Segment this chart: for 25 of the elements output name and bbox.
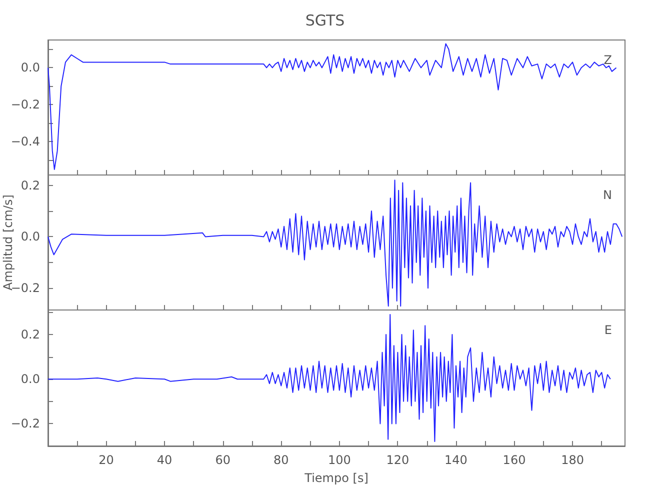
line-series bbox=[48, 180, 623, 307]
y-tick-label: 0.0 bbox=[20, 230, 40, 244]
line-series bbox=[48, 314, 611, 442]
x-tick-label: 120 bbox=[386, 453, 410, 467]
x-tick-label: 160 bbox=[502, 453, 526, 467]
y-tick-label: −0.2 bbox=[10, 416, 40, 431]
annotation: N bbox=[603, 188, 612, 202]
chart-title: SGTS bbox=[305, 12, 345, 30]
annotation: E bbox=[604, 323, 612, 337]
y-tick-label: 0.2 bbox=[20, 178, 40, 192]
y-tick-label: −0.4 bbox=[10, 134, 40, 149]
x-tick-label: 20 bbox=[98, 453, 114, 467]
x-tick-label: 60 bbox=[215, 453, 230, 467]
line-series bbox=[48, 43, 617, 170]
y-tick-label: 0.0 bbox=[20, 372, 40, 386]
y-tick-label: −0.2 bbox=[10, 98, 40, 112]
x-tick-label: 80 bbox=[273, 453, 289, 467]
x-tick-label: 100 bbox=[328, 453, 351, 467]
y-tick-label: 0.0 bbox=[20, 60, 40, 75]
x-tick-label: 180 bbox=[561, 453, 584, 467]
x-tick-label: 40 bbox=[156, 453, 172, 467]
x-axis-title: Tiempo [s] bbox=[304, 471, 368, 485]
annotation: Z bbox=[604, 53, 612, 67]
x-tick-label: 140 bbox=[444, 453, 468, 467]
y-tick-label: 0.2 bbox=[20, 328, 40, 342]
